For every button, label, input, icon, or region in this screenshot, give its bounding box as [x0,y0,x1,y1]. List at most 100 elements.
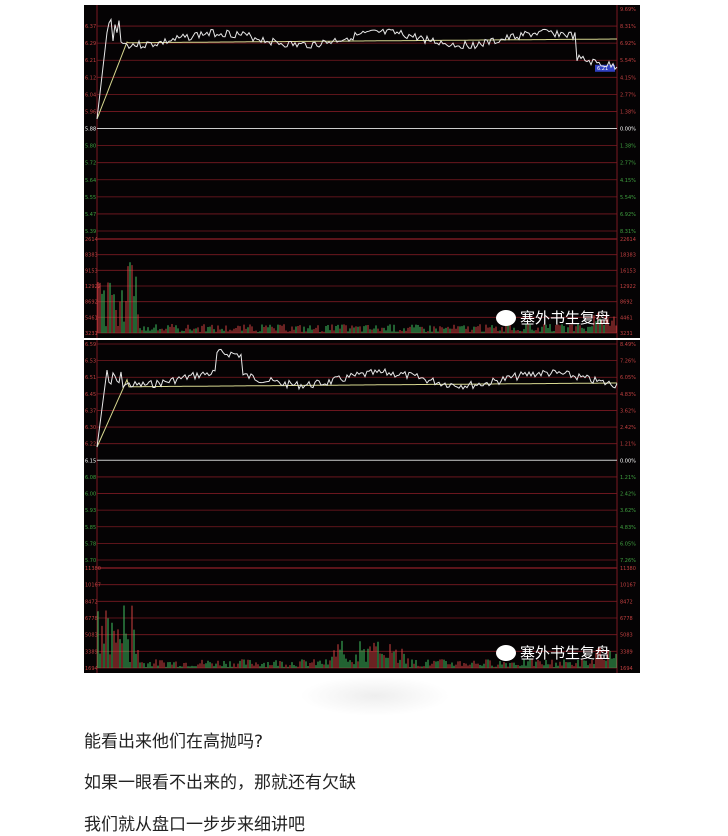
price-tick-label: 5.96 [85,109,96,115]
volume-tick-label: 10167 [85,583,101,589]
price-tick-label: 6.00 [85,492,96,498]
volume-tick-label: 1694 [85,666,98,672]
volume-tick-label: 6778 [85,616,98,622]
price-tick-label: 5.78 [85,541,96,547]
price-tick-label: 5.55 [85,195,96,201]
chart-2-svg: 6.59 6.53 6.51 6.45 6.37 6.30 6.22 6.15 6.08 6.00… [85,340,636,673]
pct-tick-label: 5.54% [620,195,636,201]
current-price-label: 6.21 [597,66,608,72]
pct-tick-label: 4.83% [620,392,636,398]
pct-tick-label: 8.31% [620,229,636,235]
volume-tick-label: 6778 [620,616,633,622]
wechat-icon [495,644,516,661]
volume-tick-label: 11380 [85,566,101,572]
price-tick-label: 5.85 [85,525,96,531]
paragraph: 如果一眼看不出来的，那就还有欠缺 [84,773,356,793]
price-tick-label: 6.08 [85,475,96,481]
pct-tick-label: 2.42% [620,492,636,498]
volume-tick-label: 8692 [620,300,633,306]
pct-tick-label: 0.00% [620,458,636,464]
price-tick-label: 6.37 [85,408,96,414]
volume-tick-label: 11380 [620,566,636,572]
price-line [96,348,618,448]
volume-tick-label: 12922 [620,284,636,290]
pct-tick-label: 3.62% [620,508,636,514]
volume-tick-label: 8692 [85,300,98,306]
image-artifact [300,676,450,716]
intraday-chart-1: 6.37 6.29 6.21 6.12 6.04 5.96 5.88 5.80 5.72 5.64… [84,5,640,338]
wechat-icon [495,309,516,326]
pct-tick-label: 1.21% [620,442,636,448]
volume-tick-label: 22614 [620,237,636,243]
volume-tick-label: 18383 [620,253,636,259]
volume-tick-label: 5083 [620,633,633,639]
price-tick-label: 5.93 [85,508,96,514]
price-tick-label: 6.15 [85,458,96,464]
chart-1-svg: 6.37 6.29 6.21 6.12 6.04 5.96 5.88 5.80 5.72 5.64… [85,5,636,338]
pct-tick-label: 1.21% [620,475,636,481]
price-line [96,17,618,120]
price-tick-label: 5.80 [85,144,96,150]
current-price-box [595,64,615,72]
pct-tick-label: 6.05% [620,375,636,381]
volume-tick-label: 16153 [620,268,636,274]
average-price-line [96,38,617,120]
volume-tick-label: 3231 [620,331,633,337]
pct-tick-label: 1.38% [620,144,636,150]
price-tick-label: 6.29 [85,41,96,47]
price-tick-label: 6.59 [85,342,96,348]
pct-tick-label: 6.92% [620,41,636,47]
price-tick-label: 5.64 [85,178,96,184]
price-tick-label: 6.30 [85,425,96,431]
watermark-text: 塞外书生复盘 [519,309,610,327]
watermark: 塞外书生复盘 [495,307,610,328]
price-tick-label: 6.53 [85,359,96,365]
pct-tick-label: 4.15% [620,75,636,81]
watermark-text: 塞外书生复盘 [519,644,610,662]
price-tick-label: 6.45 [85,392,96,398]
price-tick-label: 6.21 [85,58,96,64]
price-tick-label: 6.22 [85,442,96,448]
price-tick-label: 6.04 [85,92,96,98]
volume-tick-label: 4461 [620,315,633,321]
pct-tick-label: 2.77% [620,92,636,98]
volume-tick-label: 5461 [85,315,98,321]
pct-tick-label: 2.42% [620,425,636,431]
volume-tick-label: 2614 [85,237,98,243]
price-tick-label: 5.88 [85,127,96,133]
volume-tick-label: 8472 [85,599,98,605]
volume-tick-label: 3389 [620,649,633,655]
price-tick-label: 6.12 [85,75,96,81]
price-tick-label: 6.51 [85,375,96,381]
pct-tick-label: 8.49% [620,342,636,348]
price-tick-label: 5.39 [85,229,96,235]
price-tick-label: 5.70 [85,558,96,564]
paragraph: 能看出来他们在高抛吗? [84,732,264,752]
pct-tick-label: 8.31% [620,24,636,30]
pct-tick-label: 0.00% [620,127,636,133]
pct-tick-label: 4.83% [620,525,636,531]
volume-tick-label: 9153 [85,268,98,274]
watermark: 塞外书生复盘 [495,642,610,663]
volume-tick-label: 3231 [85,331,98,337]
pct-tick-label: 6.92% [620,212,636,218]
pct-tick-label: 4.15% [620,178,636,184]
pct-tick-label: 7.26% [620,558,636,564]
volume-tick-label: 8472 [620,599,633,605]
pct-tick-label: 6.05% [620,541,636,547]
volume-tick-label: 5083 [85,633,98,639]
volume-tick-label: 3389 [85,649,98,655]
volume-tick-label: 1694 [620,666,633,672]
paragraph: 我们就从盘口一步步来细讲吧 [84,815,305,835]
pct-tick-label: 9.69% [620,7,636,13]
volume-tick-label: 10167 [620,583,636,589]
pct-tick-label: 7.26% [620,359,636,365]
volume-tick-label: 8383 [85,253,98,259]
intraday-chart-2: 6.59 6.53 6.51 6.45 6.37 6.30 6.22 6.15 6.08 6.00… [84,340,640,673]
price-tick-label: 5.72 [85,161,96,167]
pct-tick-label: 2.77% [620,161,636,167]
price-tick-label: 5.47 [85,212,96,218]
pct-tick-label: 3.62% [620,408,636,414]
volume-tick-label: 12922 [85,284,101,290]
pct-tick-label: 1.38% [620,109,636,115]
